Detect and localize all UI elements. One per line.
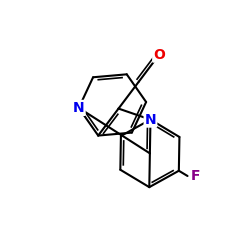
Text: N: N: [73, 101, 85, 115]
Text: F: F: [190, 169, 200, 183]
Text: N: N: [145, 112, 156, 126]
Text: O: O: [153, 48, 165, 62]
